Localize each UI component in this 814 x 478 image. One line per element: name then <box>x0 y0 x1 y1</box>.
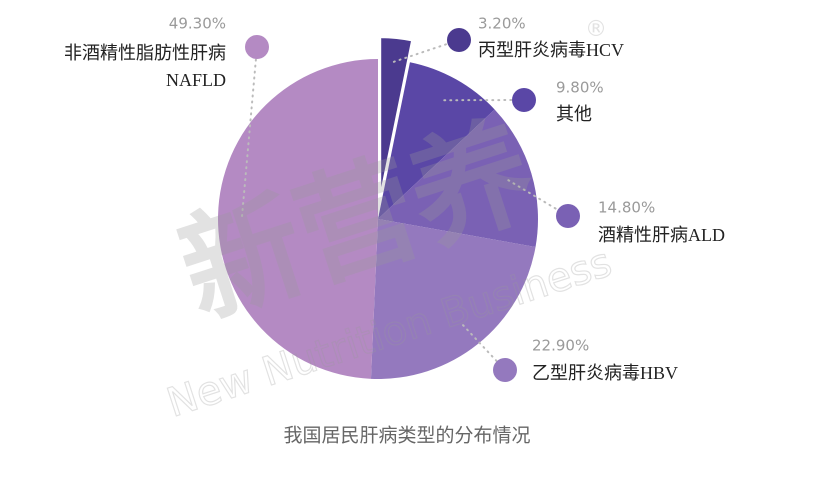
legend-dot <box>245 35 269 59</box>
pie-slice <box>370 219 536 379</box>
leader-line <box>507 179 569 217</box>
legend-dot <box>556 204 580 228</box>
legend-dot <box>493 358 517 382</box>
pie-slice <box>217 59 378 379</box>
chart-title: 我国居民肝病类型的分布情况 <box>283 425 530 447</box>
category-label: NAFLD <box>166 70 226 90</box>
value-label: 14.80% <box>598 199 655 217</box>
value-label: 49.30% <box>169 15 226 33</box>
category-label: 酒精性肝病ALD <box>598 225 725 245</box>
leader-line <box>462 324 506 371</box>
leader-line <box>392 39 460 63</box>
category-label: 非酒精性脂肪性肝病 <box>64 43 226 63</box>
value-label: 3.20% <box>478 15 526 33</box>
category-label: 其他 <box>556 104 592 124</box>
pie-slice <box>378 62 495 219</box>
pie-slice <box>378 109 538 248</box>
value-label: 22.90% <box>532 337 589 355</box>
watermark-text: ® <box>585 17 607 42</box>
legend-dot <box>447 28 471 52</box>
value-label: 9.80% <box>556 79 604 97</box>
legend-dot <box>512 88 536 112</box>
leader-line <box>241 46 258 218</box>
category-label: 丙型肝炎病毒HCV <box>478 40 624 60</box>
category-label: 乙型肝炎病毒HBV <box>532 363 678 383</box>
pie-slice <box>379 36 414 198</box>
